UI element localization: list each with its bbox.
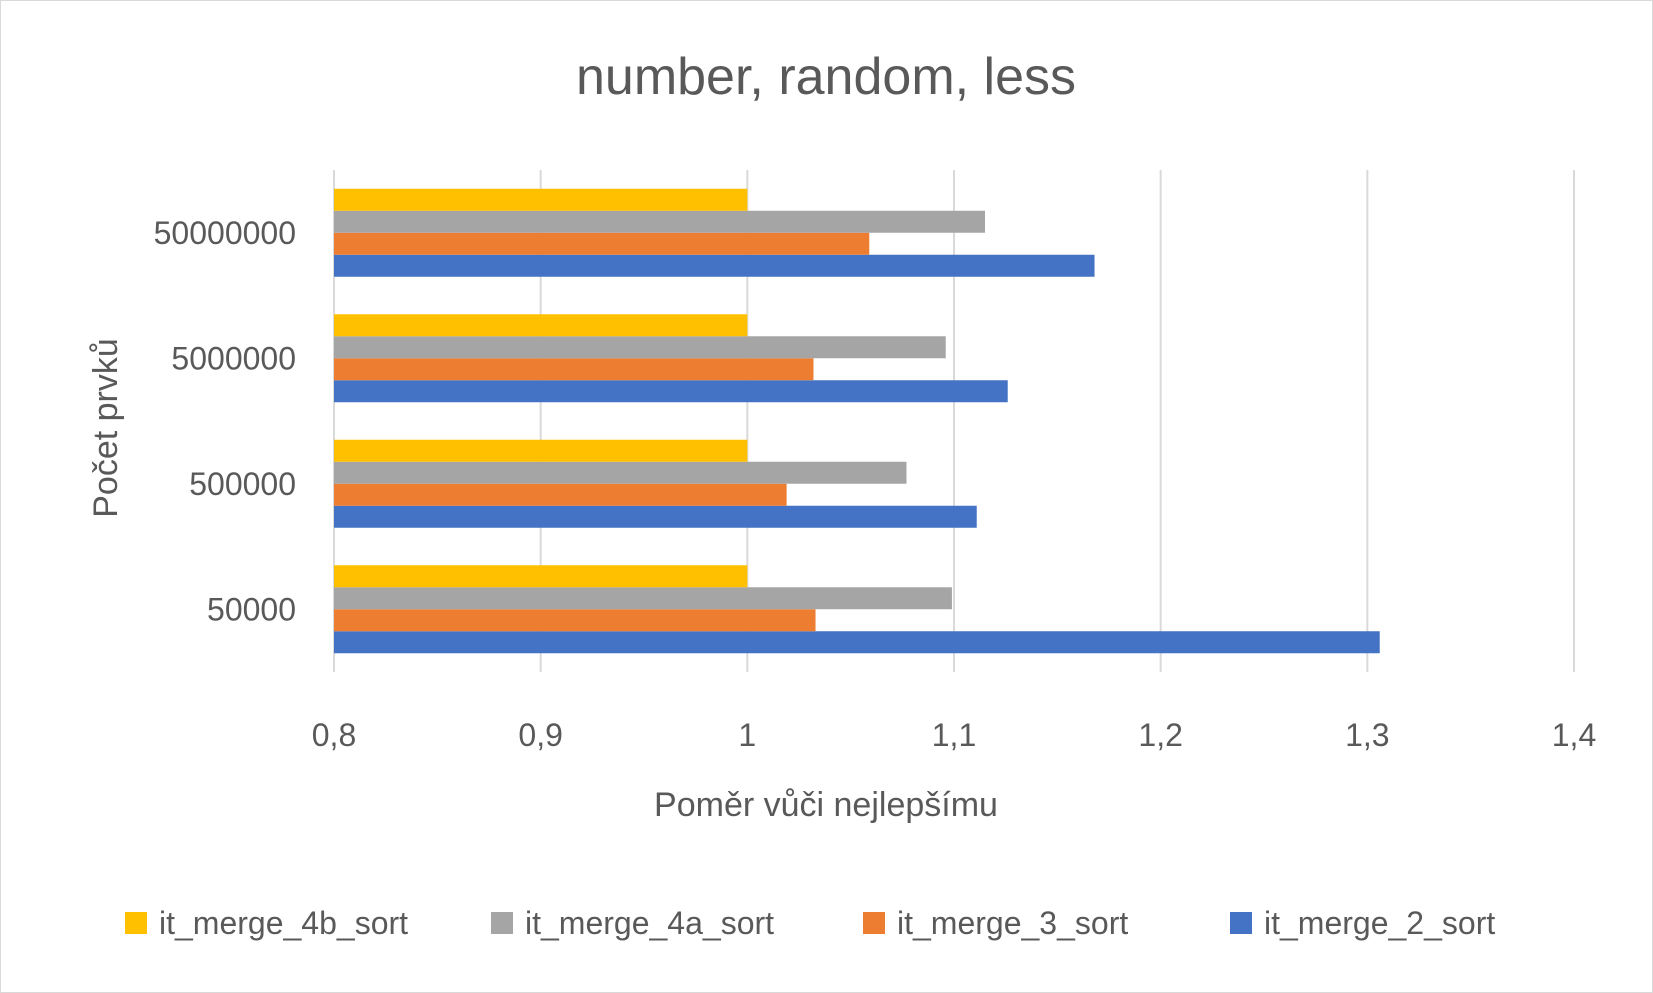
x-axis-label: Poměr vůči nejlepšímu: [654, 786, 998, 824]
bar-it_merge_4b_sort-500000: [334, 439, 748, 462]
legend-label-it_merge_2_sort: it_merge_2_sort: [1264, 905, 1495, 941]
x-tick-label-3: 1,1: [932, 717, 976, 753]
legend-swatch-it_merge_4a_sort: [491, 912, 513, 934]
bar-it_merge_4b_sort-50000: [334, 565, 748, 588]
bar-it_merge_4a_sort-5000000: [334, 336, 946, 359]
legend-swatch-it_merge_4b_sort: [125, 912, 147, 934]
bar-it_merge_4a_sort-50000: [334, 587, 952, 610]
bar-it_merge_2_sort-50000000: [334, 254, 1095, 277]
bar-it_merge_4b_sort-5000000: [334, 314, 748, 337]
x-tick-label-5: 1,3: [1345, 717, 1389, 753]
y-axis-ticks: 50000 500000 5000000 50000000: [154, 215, 296, 628]
legend: it_merge_4b_sort it_merge_4a_sort it_merge…: [125, 905, 1495, 941]
bar-it_merge_4a_sort-50000000: [334, 210, 985, 233]
bar-it_merge_2_sort-500000: [334, 505, 977, 528]
y-tick-label-5000000: 5000000: [171, 340, 296, 376]
bar-it_merge_3_sort-50000000: [334, 232, 870, 255]
legend-label-it_merge_4b_sort: it_merge_4b_sort: [159, 905, 408, 941]
bar-it_merge_2_sort-50000: [334, 631, 1380, 654]
legend-label-it_merge_3_sort: it_merge_3_sort: [897, 905, 1128, 941]
x-axis-ticks: 0,8 0,9 1 1,1 1,2 1,3 1,4: [312, 717, 1596, 753]
chart-title: number, random, less: [576, 48, 1076, 106]
x-tick-label-4: 1,2: [1138, 717, 1182, 753]
x-tick-label-2: 1: [738, 717, 756, 753]
bar-it_merge_4b_sort-50000000: [334, 188, 748, 211]
bar-it_merge_2_sort-5000000: [334, 380, 1008, 403]
bar-it_merge_3_sort-5000000: [334, 358, 814, 381]
y-axis-label: Počet prvků: [87, 338, 125, 518]
x-tick-label-0: 0,8: [312, 717, 356, 753]
bar-it_merge_3_sort-50000: [334, 609, 816, 632]
bar-it_merge_3_sort-500000: [334, 483, 787, 506]
y-tick-label-500000: 500000: [189, 466, 296, 502]
x-tick-label-1: 0,9: [518, 717, 562, 753]
x-tick-label-6: 1,4: [1552, 717, 1596, 753]
bars: [334, 188, 1380, 654]
y-tick-label-50000000: 50000000: [154, 215, 296, 251]
y-tick-label-50000: 50000: [207, 591, 296, 627]
bar-it_merge_4a_sort-500000: [334, 461, 907, 484]
legend-swatch-it_merge_3_sort: [863, 912, 885, 934]
legend-label-it_merge_4a_sort: it_merge_4a_sort: [525, 905, 774, 941]
legend-swatch-it_merge_2_sort: [1230, 912, 1252, 934]
